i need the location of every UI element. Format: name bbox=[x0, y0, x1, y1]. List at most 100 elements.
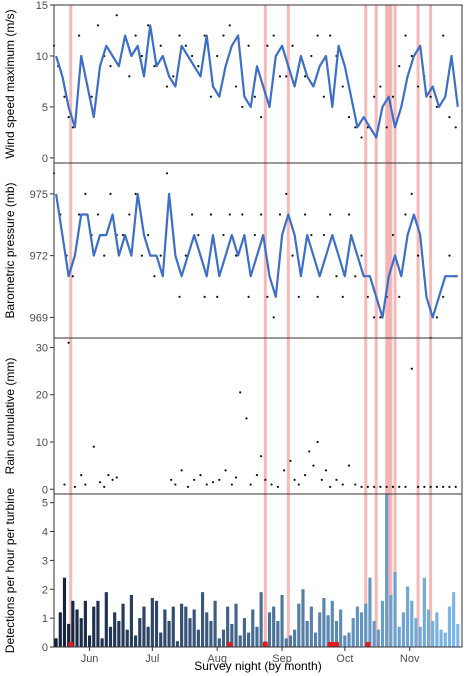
event-line bbox=[416, 5, 420, 163]
y-axis-label: Wind speed maximum (m/s) bbox=[3, 9, 17, 158]
data-point bbox=[308, 450, 311, 453]
event-line bbox=[387, 338, 391, 494]
data-point bbox=[320, 478, 323, 481]
bar bbox=[330, 600, 334, 647]
data-point bbox=[329, 213, 332, 216]
data-point bbox=[63, 95, 66, 98]
data-point bbox=[303, 473, 307, 477]
data-point bbox=[216, 54, 219, 58]
data-point bbox=[203, 295, 206, 298]
data-point bbox=[71, 126, 74, 129]
data-point bbox=[239, 391, 242, 394]
event-line bbox=[389, 494, 393, 647]
bar bbox=[406, 586, 410, 647]
data-point bbox=[230, 483, 233, 486]
bar bbox=[293, 629, 297, 647]
data-point bbox=[448, 254, 451, 257]
bar bbox=[376, 629, 380, 647]
data-point bbox=[190, 54, 194, 58]
bar bbox=[196, 629, 200, 647]
bar bbox=[121, 603, 125, 647]
event-line bbox=[364, 163, 368, 338]
y-tick-label: 4 bbox=[42, 527, 48, 539]
bar bbox=[288, 635, 293, 647]
data-point bbox=[115, 14, 118, 17]
bar bbox=[117, 621, 121, 647]
data-point bbox=[197, 233, 200, 237]
data-point bbox=[184, 44, 187, 47]
bar bbox=[96, 600, 100, 647]
bar bbox=[422, 577, 426, 647]
bar bbox=[159, 632, 163, 647]
bar bbox=[92, 606, 96, 647]
bar bbox=[368, 577, 372, 647]
data-point bbox=[249, 483, 252, 486]
zero-night-marker bbox=[365, 642, 371, 647]
data-point bbox=[255, 473, 259, 477]
data-point bbox=[360, 254, 363, 257]
data-point bbox=[435, 105, 438, 109]
bar bbox=[439, 629, 443, 647]
event-line bbox=[69, 163, 73, 338]
data-point bbox=[71, 275, 74, 278]
data-point bbox=[193, 478, 196, 481]
bar bbox=[180, 603, 184, 647]
bar bbox=[322, 597, 326, 647]
data-point bbox=[78, 213, 81, 216]
event-line bbox=[286, 494, 290, 647]
panel-3: 0 10 20 30 Rain cumulative (mm) bbox=[3, 337, 463, 496]
data-point bbox=[128, 75, 131, 78]
event-line bbox=[429, 338, 433, 494]
data-point bbox=[341, 85, 344, 88]
event-line bbox=[393, 163, 397, 338]
bar bbox=[234, 603, 238, 647]
y-axis-label: Detections per hour per turbine bbox=[3, 487, 17, 653]
data-point bbox=[159, 254, 162, 257]
x-tick-label: Sep bbox=[272, 653, 292, 665]
data-point bbox=[297, 295, 300, 298]
data-point bbox=[96, 213, 100, 216]
bar bbox=[414, 618, 418, 647]
event-line bbox=[263, 494, 267, 647]
panel-1: 0 5 10 15 Wind speed maximum (m/s) bbox=[3, 0, 463, 165]
data-point bbox=[329, 34, 332, 37]
data-point bbox=[92, 445, 95, 448]
data-point bbox=[291, 254, 294, 257]
data-point bbox=[96, 24, 100, 27]
bar bbox=[175, 641, 180, 647]
bar bbox=[242, 618, 246, 647]
data-point bbox=[373, 316, 376, 319]
bar bbox=[62, 577, 67, 647]
bar bbox=[83, 600, 87, 647]
event-line bbox=[69, 494, 73, 647]
event-line bbox=[374, 494, 378, 647]
y-tick-label: 10 bbox=[36, 51, 48, 63]
y-tick-label: 5 bbox=[42, 498, 48, 510]
event-line bbox=[374, 5, 378, 163]
data-point bbox=[312, 464, 315, 467]
bar bbox=[309, 606, 313, 647]
bar bbox=[456, 623, 460, 647]
data-point bbox=[84, 192, 87, 195]
event-line bbox=[69, 338, 73, 494]
bar bbox=[385, 494, 389, 647]
bar bbox=[221, 629, 226, 647]
data-point bbox=[398, 485, 401, 489]
data-point bbox=[448, 116, 451, 119]
data-point bbox=[234, 254, 238, 257]
bar bbox=[87, 635, 92, 647]
data-point bbox=[63, 483, 66, 486]
data-point bbox=[266, 295, 269, 298]
bar bbox=[205, 612, 209, 647]
data-point bbox=[423, 485, 426, 489]
bar bbox=[410, 600, 414, 647]
bar bbox=[255, 626, 259, 647]
y-tick-label: 0 bbox=[42, 484, 48, 496]
data-point bbox=[103, 485, 106, 489]
data-point bbox=[128, 213, 131, 216]
bar bbox=[134, 635, 138, 647]
y-tick-label: 975 bbox=[30, 189, 48, 201]
data-point bbox=[347, 213, 351, 216]
bar bbox=[355, 606, 359, 647]
data-point bbox=[442, 485, 445, 489]
